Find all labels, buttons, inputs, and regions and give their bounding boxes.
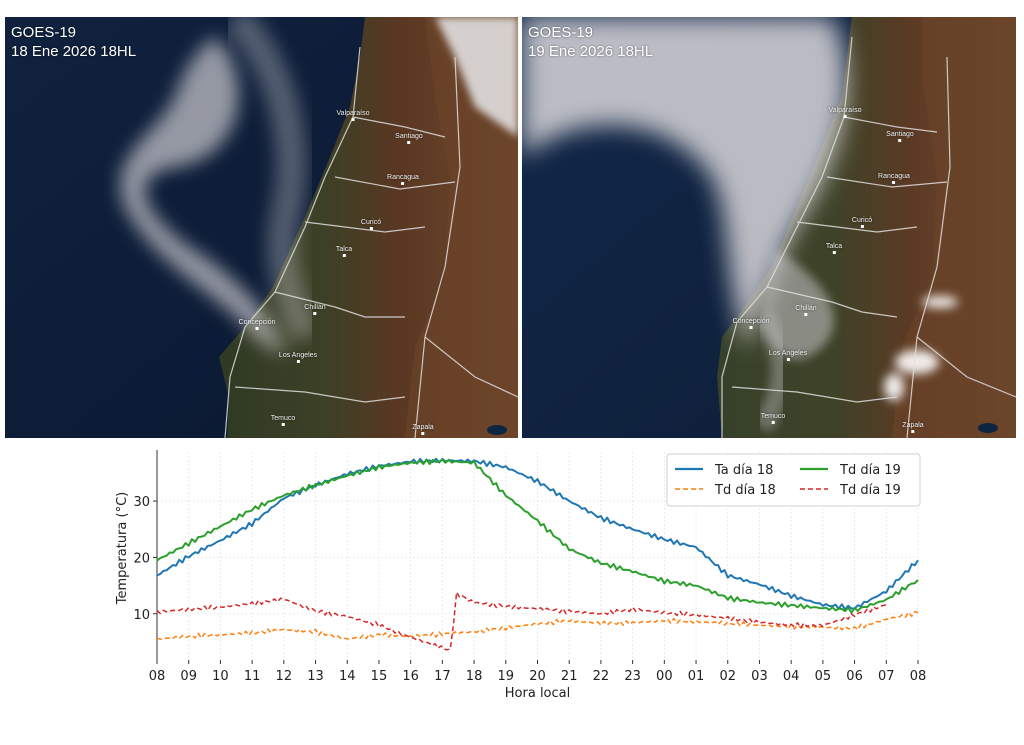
x-tick-label: 19 <box>498 669 515 684</box>
x-tick-label: 10 <box>212 669 229 684</box>
x-tick-label: 08 <box>149 669 166 684</box>
y-tick-label: 10 <box>133 608 150 623</box>
city-label: Rancagua <box>878 173 910 184</box>
y-tick-label: 20 <box>133 551 150 566</box>
city-label: Chillán <box>795 305 816 316</box>
x-tick-label: 22 <box>593 669 610 684</box>
x-tick-label: 04 <box>783 669 800 684</box>
y-tick-label: 30 <box>133 495 150 510</box>
x-tick-label: 07 <box>878 669 895 684</box>
temperature-chart: 08 09 10 11 12 13 14 15 16 17 18 19 20 21 22 23 00 01 02 03… <box>0 440 1024 741</box>
satellite-name: GOES-19 <box>528 24 594 41</box>
satellite-image-background <box>5 17 518 438</box>
series-line-td-d-a-19 <box>156 591 887 651</box>
y-axis-label: Temperatura (°C) <box>115 492 130 605</box>
satellite-image-background <box>522 17 1016 438</box>
city-label: Talca <box>826 243 842 254</box>
image-date: 19 Ene 2026 18HL <box>528 43 654 60</box>
x-tick-label: 11 <box>244 669 261 684</box>
x-tick-label: 14 <box>339 669 356 684</box>
satellite-image-day-18: GOES-19 18 Ene 2026 18HL Valparaíso Santi… <box>5 17 518 438</box>
x-tick-label: 12 <box>276 669 293 684</box>
image-date: 18 Ene 2026 18HL <box>11 43 137 60</box>
city-label: Zapala <box>412 424 433 435</box>
series-line-td-d-a-19 <box>156 458 919 614</box>
city-label: Valparaíso <box>829 107 862 118</box>
city-label: Rancagua <box>387 174 419 185</box>
legend-box <box>666 453 921 507</box>
city-label: Santiago <box>886 131 914 142</box>
panel-title-right: GOES-19 19 Ene 2026 18HL <box>528 23 653 61</box>
x-tick-label: 03 <box>751 669 768 684</box>
city-label: Temuco <box>761 413 786 424</box>
city-label: Curicó <box>852 217 872 228</box>
x-tick-label: 00 <box>656 669 673 684</box>
chart-canvas: 08 09 10 11 12 13 14 15 16 17 18 19 20 21 22 23 00 01 02 03… <box>115 450 927 701</box>
city-label: Los Angeles <box>769 350 807 361</box>
x-tick-label: 02 <box>719 669 736 684</box>
x-tick-label: 21 <box>561 669 578 684</box>
city-label: Los Angeles <box>279 352 317 363</box>
city-label: Chillán <box>304 304 325 315</box>
city-label: Talca <box>336 246 352 257</box>
legend-label: Td día 19 <box>839 483 901 498</box>
x-tick-label: 09 <box>180 669 197 684</box>
x-tick-label: 08 <box>910 669 927 684</box>
x-tick-label: 17 <box>434 669 451 684</box>
city-label: Zapala <box>902 422 923 433</box>
x-tick-label: 06 <box>846 669 863 684</box>
x-tick-label: 15 <box>371 669 388 684</box>
city-label: Curicó <box>361 219 381 230</box>
x-tick-label: 01 <box>688 669 705 684</box>
legend-label: Td día 19 <box>839 463 901 478</box>
satellite-image-day-19: GOES-19 19 Ene 2026 18HL Valparaíso Santi… <box>522 17 1016 438</box>
x-tick-label: 16 <box>402 669 419 684</box>
series-line-ta-d-a-18 <box>156 457 919 611</box>
x-tick-label: 18 <box>466 669 483 684</box>
city-label: Valparaíso <box>337 110 370 121</box>
x-tick-label: 13 <box>307 669 324 684</box>
legend-label: Ta día 18 <box>714 463 773 478</box>
city-label: Temuco <box>271 415 296 426</box>
x-tick-label: 05 <box>815 669 832 684</box>
x-tick-label: 23 <box>624 669 641 684</box>
satellite-name: GOES-19 <box>11 24 77 41</box>
x-tick-label: 20 <box>529 669 546 684</box>
panel-title-left: GOES-19 18 Ene 2026 18HL <box>11 23 136 61</box>
city-label: Concepción <box>239 319 276 330</box>
city-label: Concepción <box>733 318 770 329</box>
x-axis-label: Hora local <box>505 686 570 701</box>
city-label: Santiago <box>395 133 423 144</box>
legend-label: Td día 18 <box>714 483 776 498</box>
